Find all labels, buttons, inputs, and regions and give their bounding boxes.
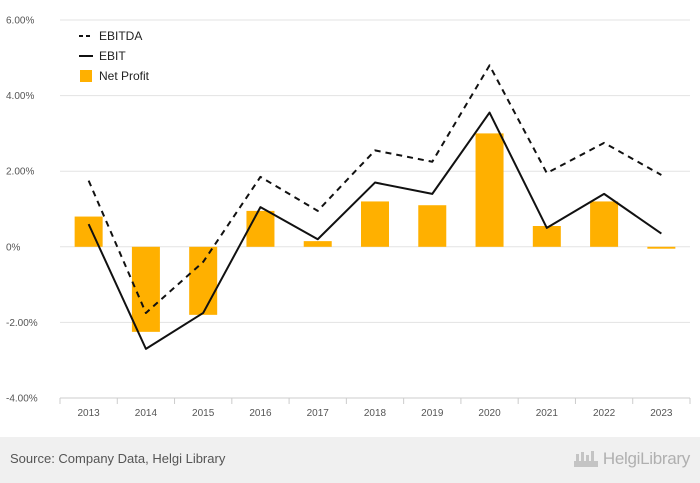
bar-net-profit <box>647 246 676 249</box>
bar-net-profit <box>303 241 332 247</box>
brand-text: HelgiLibrary <box>602 449 690 468</box>
bar-net-profit <box>361 201 389 247</box>
y-tick-label: 4.00% <box>6 91 34 102</box>
legend-swatch-net-profit <box>80 70 92 82</box>
source-text: Source: Company Data, Helgi Library <box>10 451 226 466</box>
x-tick-label: 2015 <box>192 408 215 419</box>
lines <box>87 64 662 350</box>
chart: 6.00%4.00%2.00%0%-2.00%-4.00% 2013 2014 20… <box>6 16 691 419</box>
x-tick-label: 2013 <box>78 408 101 419</box>
y-tick-label: 2.00% <box>6 167 34 178</box>
x-tick-label: 2016 <box>249 408 272 419</box>
y-tick-label: -2.00% <box>6 318 38 329</box>
series-line-ebitda <box>87 64 662 314</box>
x-tick-label: 2023 <box>650 408 673 419</box>
x-tick-label: 2018 <box>364 408 387 419</box>
x-tick-label: 2021 <box>536 408 559 419</box>
brand: HelgiLibrary <box>573 447 690 471</box>
legend-label-ebit: EBIT <box>99 49 126 63</box>
y-tick-label: -4.00% <box>6 394 38 405</box>
y-tick-label: 0% <box>6 242 21 253</box>
bar-net-profit <box>532 226 561 247</box>
x-axis: 2013 2014 2015 2016 2017 2018 2019 2020 2021 2022… <box>59 397 691 419</box>
bar-net-profit <box>590 201 619 247</box>
x-tick-label: 2014 <box>135 408 158 419</box>
legend: EBITDA EBIT Net Profit <box>79 29 150 83</box>
bar-net-profit <box>418 205 447 247</box>
y-tick-label: 6.00% <box>6 16 34 27</box>
bar-net-profit <box>131 246 160 332</box>
x-tick-label: 2019 <box>421 408 444 419</box>
bar-net-profit <box>189 246 218 315</box>
x-tick-label: 2017 <box>307 408 330 419</box>
bars <box>74 133 676 332</box>
x-tick-label: 2022 <box>593 408 616 419</box>
legend-label-ebitda: EBITDA <box>99 29 142 43</box>
bar-net-profit <box>475 133 504 247</box>
x-tick-label: 2020 <box>478 408 501 419</box>
bar-net-profit <box>74 216 103 247</box>
footer: Source: Company Data, Helgi Library Helg… <box>0 437 700 483</box>
legend-label-net-profit: Net Profit <box>99 69 150 83</box>
library-logo-icon <box>573 451 598 467</box>
bar-net-profit <box>246 210 275 247</box>
series-line-ebit <box>87 111 662 350</box>
